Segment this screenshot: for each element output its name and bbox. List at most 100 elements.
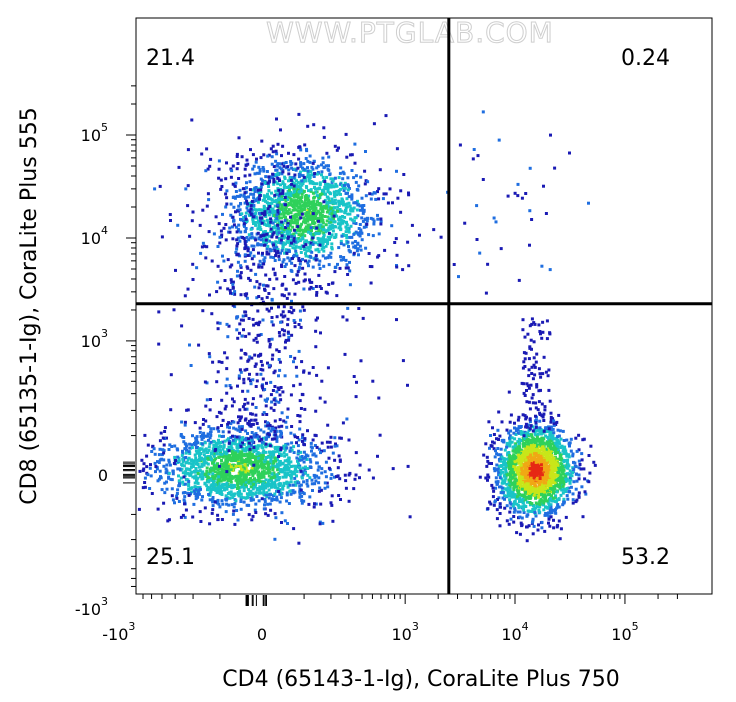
event-dot <box>348 269 352 273</box>
event-dot <box>273 226 277 230</box>
event-dot <box>243 464 247 468</box>
event-dot <box>344 486 348 490</box>
event-dot <box>300 195 304 199</box>
event-dot <box>318 224 322 228</box>
event-dot <box>270 357 274 361</box>
event-dot <box>280 411 284 415</box>
event-dot <box>252 262 256 266</box>
event-dot <box>346 183 350 187</box>
event-dot <box>248 355 252 359</box>
event-dot <box>549 503 553 507</box>
event-dot <box>281 221 285 225</box>
event-dot <box>248 180 252 184</box>
event-dot <box>318 522 322 526</box>
event-dot <box>285 232 289 236</box>
event-dot <box>282 258 286 262</box>
event-dot <box>310 449 313 453</box>
event-dot <box>297 349 301 353</box>
event-dot <box>256 190 260 194</box>
event-dot <box>552 431 556 435</box>
event-dot <box>302 492 306 496</box>
event-dot <box>198 510 202 514</box>
event-dot <box>309 214 313 218</box>
event-dot <box>224 384 228 388</box>
event-dot <box>260 444 264 448</box>
event-dot <box>210 259 214 263</box>
event-dot <box>314 454 318 458</box>
event-dot <box>251 397 255 401</box>
event-dot <box>206 488 209 492</box>
event-dot <box>319 207 323 211</box>
event-dot <box>286 323 290 327</box>
event-dot <box>272 165 276 168</box>
event-dot <box>232 494 236 497</box>
event-dot <box>280 234 284 238</box>
event-dot <box>205 484 209 488</box>
event-dot <box>220 467 224 471</box>
event-dot <box>263 458 267 462</box>
event-dot <box>230 450 234 453</box>
event-dot <box>275 437 279 441</box>
event-dot <box>552 526 556 530</box>
event-dot <box>324 204 328 208</box>
event-dot <box>233 438 237 441</box>
event-dot <box>236 336 240 340</box>
event-dot <box>267 338 271 341</box>
event-dot <box>277 194 281 198</box>
event-dot <box>256 451 260 455</box>
event-dot <box>230 225 234 229</box>
event-dot <box>283 177 287 180</box>
event-dot <box>323 215 327 218</box>
event-dot <box>308 278 311 282</box>
event-dot <box>299 407 303 410</box>
event-dot <box>340 202 344 206</box>
event-dot <box>228 265 232 269</box>
event-dot <box>345 223 349 227</box>
event-dot <box>356 203 360 207</box>
event-dot <box>284 161 288 164</box>
event-dot <box>214 452 218 455</box>
event-dot <box>232 400 236 404</box>
event-dot <box>270 198 274 202</box>
event-dot <box>225 391 229 395</box>
event-dot <box>243 239 247 243</box>
event-dot <box>262 194 266 198</box>
event-dot <box>317 219 320 223</box>
event-dot <box>263 230 267 233</box>
event-dot <box>386 201 390 205</box>
event-dot <box>288 449 292 453</box>
event-dot <box>240 425 244 429</box>
event-dot <box>173 455 177 459</box>
event-dot <box>268 450 271 454</box>
event-dot <box>236 253 240 257</box>
event-dot <box>195 469 199 473</box>
event-dot <box>199 434 203 438</box>
event-dot <box>239 507 243 511</box>
event-dot <box>180 467 184 471</box>
event-dot <box>283 459 287 463</box>
event-dot <box>205 466 209 470</box>
event-dot <box>157 453 161 457</box>
event-dot <box>163 491 167 495</box>
event-dot <box>348 235 352 239</box>
event-dot <box>259 188 263 192</box>
event-dot <box>282 305 286 309</box>
event-dot <box>518 532 522 536</box>
event-dot <box>182 482 186 486</box>
event-dot <box>273 402 277 406</box>
event-dot <box>250 452 254 456</box>
event-dot <box>231 456 235 460</box>
event-dot <box>261 251 264 255</box>
event-dot <box>209 157 213 161</box>
event-dot <box>279 446 283 450</box>
event-dot <box>236 162 240 165</box>
event-dot <box>276 251 280 255</box>
event-dot <box>289 355 293 358</box>
event-dot <box>283 196 287 199</box>
event-dot <box>168 443 172 447</box>
event-dot <box>272 398 276 402</box>
event-dot <box>282 294 286 298</box>
event-dot <box>293 234 296 238</box>
event-dot <box>181 452 185 456</box>
event-dot <box>523 455 527 459</box>
